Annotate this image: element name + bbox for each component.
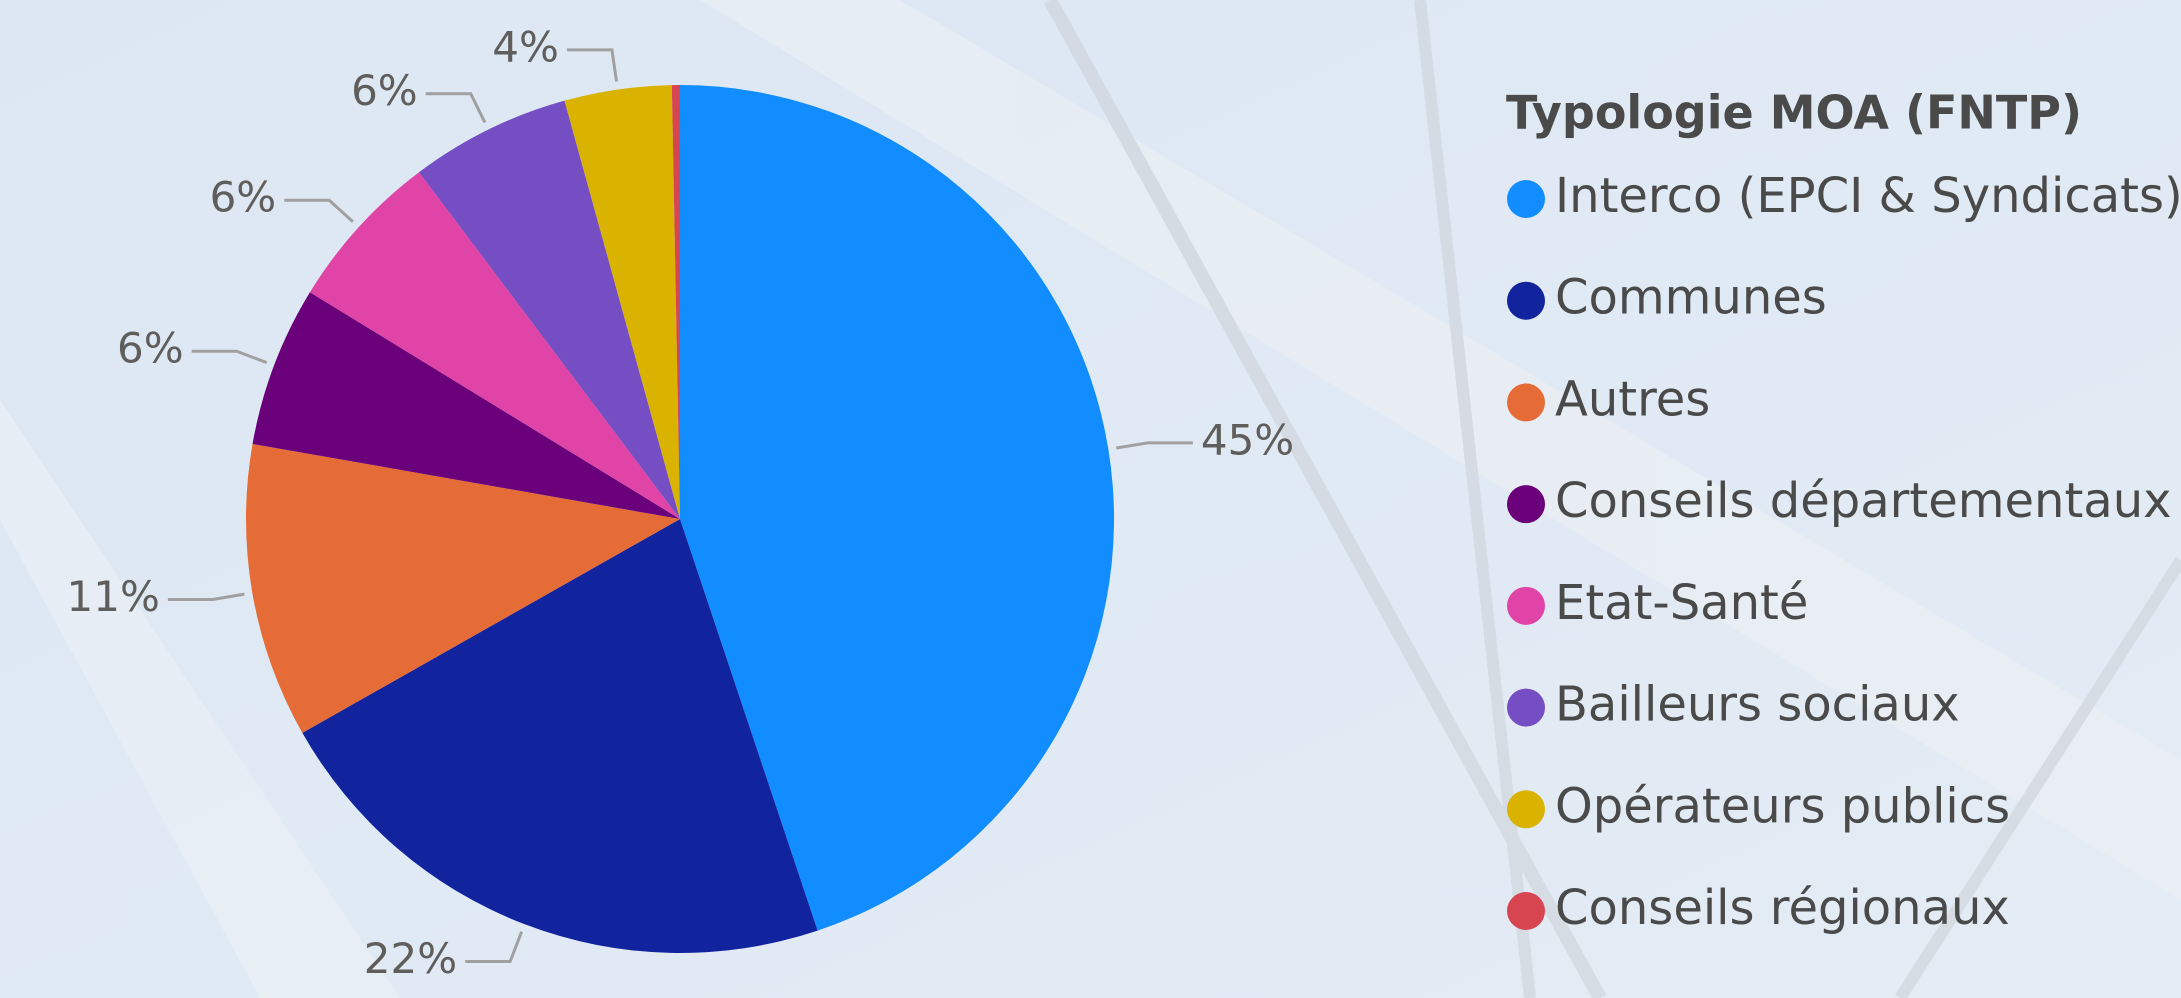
legend-title: Typologie MOA (FNTP)	[1506, 86, 2082, 140]
data-label: 6%	[351, 66, 418, 115]
pie-slice	[418, 100, 680, 519]
data-label: 22%	[364, 934, 457, 983]
leader-line	[284, 198, 354, 223]
leader-line	[167, 592, 245, 602]
pie-slice	[309, 172, 680, 519]
legend-label: Etat-Santé	[1555, 575, 1808, 631]
legend-label: Autres	[1555, 371, 1710, 427]
legend-marker	[1507, 485, 1545, 524]
legend-marker	[1507, 688, 1545, 727]
leader-line	[191, 349, 268, 364]
leader-line	[566, 48, 619, 82]
data-label: 4%	[492, 22, 559, 71]
pie-slice	[245, 443, 680, 733]
pie-slice	[252, 292, 680, 519]
leader-line	[465, 931, 524, 964]
legend-label: Communes	[1555, 270, 1827, 326]
legend-label: Bailleurs sociaux	[1555, 677, 1960, 733]
leader-line	[1116, 441, 1193, 450]
data-label: 45%	[1201, 415, 1294, 464]
leader-line	[425, 92, 487, 124]
data-label: 6%	[210, 173, 277, 222]
legend-label: Interco (EPCI & Syndicats)	[1555, 168, 2181, 224]
data-label: 6%	[117, 324, 184, 373]
pie-slice	[302, 519, 818, 953]
pie-slice	[564, 85, 680, 520]
legend-marker	[1507, 383, 1545, 422]
legend-label: Opérateurs publics	[1555, 778, 2010, 834]
legend-marker	[1507, 281, 1545, 320]
pie-slice	[671, 85, 680, 519]
legend-marker	[1507, 892, 1545, 930]
legend-marker	[1507, 180, 1545, 218]
legend-marker	[1507, 586, 1545, 625]
pie-slice	[680, 85, 1115, 931]
data-label: 11%	[67, 572, 160, 621]
legend-label: Conseils régionaux	[1555, 880, 2010, 936]
legend-marker	[1507, 790, 1545, 829]
legend-label: Conseils départementaux	[1555, 473, 2172, 529]
